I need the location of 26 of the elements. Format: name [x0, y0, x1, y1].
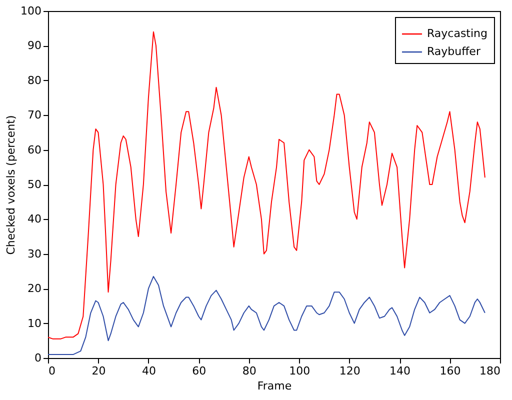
x-tick-label: 100 [289, 364, 310, 378]
x-tick-label: 20 [92, 364, 106, 378]
y-tick-label: 80 [28, 74, 42, 87]
legend-label: Raycasting [427, 27, 488, 40]
y-axis-title: Checked voxels (percent) [4, 115, 18, 255]
x-tick-label: 120 [339, 364, 360, 378]
y-tick-label: 40 [28, 212, 42, 226]
y-tick-label: 30 [28, 247, 42, 260]
y-tick-label: 90 [28, 39, 42, 52]
x-tick-label: 40 [142, 364, 156, 378]
x-tick-label: 140 [390, 364, 411, 378]
y-tick-label: 60 [28, 143, 42, 156]
y-tick-label: 20 [28, 282, 42, 296]
y-tick-label: 50 [28, 178, 42, 191]
x-tick-label: 80 [242, 364, 256, 378]
y-tick-label: 70 [28, 108, 42, 122]
legend-label: Raybuffer [427, 45, 481, 58]
x-axis-title: Frame [257, 380, 292, 392]
x-tick-label: 180 [480, 364, 500, 378]
y-tick-label: 0 [34, 352, 42, 364]
x-tick-label: 0 [48, 364, 56, 378]
x-tick-label: 160 [440, 364, 461, 378]
x-tick-label: 60 [192, 364, 206, 378]
y-tick-label: 100 [20, 4, 42, 18]
line-series [48, 276, 486, 356]
y-tick-label: 10 [28, 316, 42, 330]
